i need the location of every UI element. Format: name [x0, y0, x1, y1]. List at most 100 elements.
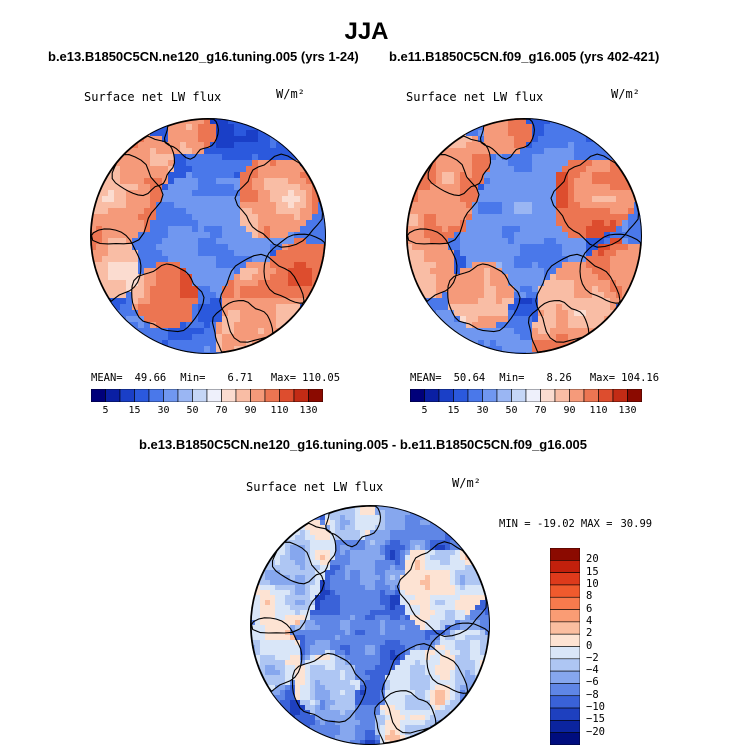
colorbar-swatch [148, 389, 164, 402]
panel1-mean-value: 49.66 [134, 372, 167, 384]
colorbar-tick-label: 70 [534, 405, 547, 416]
colorbar-swatch [410, 389, 425, 402]
panel1-stats: MEAN= 49.66 Min= 6.71 Max= 110.05 [91, 372, 340, 384]
colorbar-swatch [119, 389, 135, 402]
panel1-units-label: W/m² [276, 87, 305, 101]
panel3-polar-map [250, 505, 490, 745]
coastline [406, 118, 642, 353]
panel2-mean-label: MEAN= [410, 372, 442, 384]
colorbar-swatch [550, 560, 580, 573]
colorbar-swatch [177, 389, 193, 402]
colorbar-tick-label: 50 [505, 405, 518, 416]
colorbar-swatch [105, 389, 121, 402]
colorbar-tick-label: 8 [586, 590, 593, 603]
colorbar-tick-label: 15 [447, 405, 460, 416]
colorbar-swatch [192, 389, 208, 402]
colorbar-swatch [235, 389, 251, 402]
colorbar-tick-label: −6 [586, 676, 599, 689]
panel2-min-value: 8.26 [546, 372, 572, 384]
colorbar-swatch [550, 596, 580, 610]
colorbar-tick-label: −15 [586, 713, 605, 726]
colorbar-swatch [511, 389, 527, 402]
map-boundary-circle [250, 505, 490, 745]
colorbar-swatch [221, 389, 237, 402]
colorbar-swatch [525, 389, 541, 402]
coastline [90, 118, 326, 353]
panel3-max-label: MAX = [580, 518, 613, 530]
colorbar-swatch [550, 670, 580, 684]
colorbar-tick-label: −4 [586, 664, 599, 677]
panel2-max-label: Max= [589, 372, 616, 384]
colorbar-tick-label: 2 [586, 627, 593, 640]
colorbar-swatch [550, 707, 580, 721]
colorbar-swatch [550, 572, 580, 586]
panel3-stats: MIN = -19.02 MAX = 30.99 [499, 518, 652, 530]
colorbar-tick-label: 90 [244, 405, 257, 416]
panel2-max-value: 104.16 [621, 372, 660, 384]
colorbar-tick-label: 6 [586, 602, 593, 615]
map-boundary-circle [406, 118, 642, 354]
panel1-variable-label: Surface net LW flux [84, 90, 222, 104]
colorbar-swatch [550, 609, 580, 623]
colorbar-tick-label: 15 [128, 405, 141, 416]
colorbar-tick-label: 5 [102, 405, 109, 416]
colorbar-swatch [467, 389, 483, 402]
colorbar-swatch [612, 389, 628, 402]
colorbar-swatch [91, 389, 106, 402]
panel1-mean-label: MEAN= [91, 372, 123, 384]
colorbar-swatch [550, 621, 580, 635]
panel1-min-value: 6.71 [227, 372, 253, 384]
colorbar-swatch [482, 389, 498, 402]
colorbar-swatch [550, 695, 580, 709]
panel2-subtitle: b.e11.B1850C5CN.f09_g16.005 (yrs 402-421… [389, 49, 660, 64]
colorbar-tick-label: 110 [270, 405, 289, 416]
colorbar-swatch [308, 389, 323, 402]
colorbar-tick-label: 90 [563, 405, 576, 416]
colorbar-tick-label: 130 [618, 405, 637, 416]
panel3-min-value: -19.02 [536, 518, 575, 530]
field-cells [90, 118, 326, 354]
panel2-stats: MEAN= 50.64 Min= 8.26 Max= 104.16 [410, 372, 659, 384]
colorbar-swatch [264, 389, 280, 402]
colorbar-swatch [250, 389, 266, 402]
panel3-units-label: W/m² [452, 476, 481, 490]
colorbar-tick-label: 4 [586, 614, 593, 627]
colorbar-tick-label: 70 [215, 405, 228, 416]
colorbar-swatch [453, 389, 469, 402]
colorbar-swatch [438, 389, 454, 402]
colorbar-swatch [550, 732, 580, 745]
colorbar-swatch [569, 389, 585, 402]
colorbar-swatch [627, 389, 642, 402]
panel1-max-value: 110.05 [302, 372, 341, 384]
panel2-mean-value: 50.64 [453, 372, 486, 384]
panel1-max-label: Max= [270, 372, 297, 384]
colorbar-swatch [424, 389, 440, 402]
panel1-polar-map [90, 118, 326, 354]
colorbar-tick-label: 20 [586, 553, 599, 566]
colorbar-swatch [598, 389, 614, 402]
colorbar-swatch [550, 683, 580, 697]
panel3-subtitle: b.e13.B1850C5CN.ne120_g16.tuning.005 - b… [139, 437, 588, 452]
colorbar-swatch [279, 389, 295, 402]
colorbar-swatch [540, 389, 556, 402]
colorbar-swatch [583, 389, 599, 402]
colorbar-tick-label: 130 [299, 405, 318, 416]
panel1-subtitle: b.e13.B1850C5CN.ne120_g16.tuning.005 (yr… [48, 49, 359, 64]
panel3-variable-label: Surface net LW flux [246, 480, 384, 494]
colorbar-tick-label: 15 [586, 565, 599, 578]
field-cells [406, 118, 642, 354]
colorbar-tick-label: 5 [421, 405, 428, 416]
colorbar-tick-label: 30 [157, 405, 170, 416]
colorbar-tick-label: 30 [476, 405, 489, 416]
panel2-polar-map [406, 118, 642, 354]
colorbar-swatch [550, 720, 580, 733]
colorbar-swatch [550, 646, 580, 660]
colorbar-tick-label: −20 [586, 725, 605, 738]
colorbar-swatch [293, 389, 309, 402]
colorbar-swatch [206, 389, 222, 402]
colorbar-tick-label: 0 [586, 639, 593, 652]
panel3-min-label: MIN = [499, 518, 531, 530]
panel2-variable-label: Surface net LW flux [406, 90, 544, 104]
coastline [250, 505, 490, 744]
colorbar-swatch [550, 584, 580, 598]
